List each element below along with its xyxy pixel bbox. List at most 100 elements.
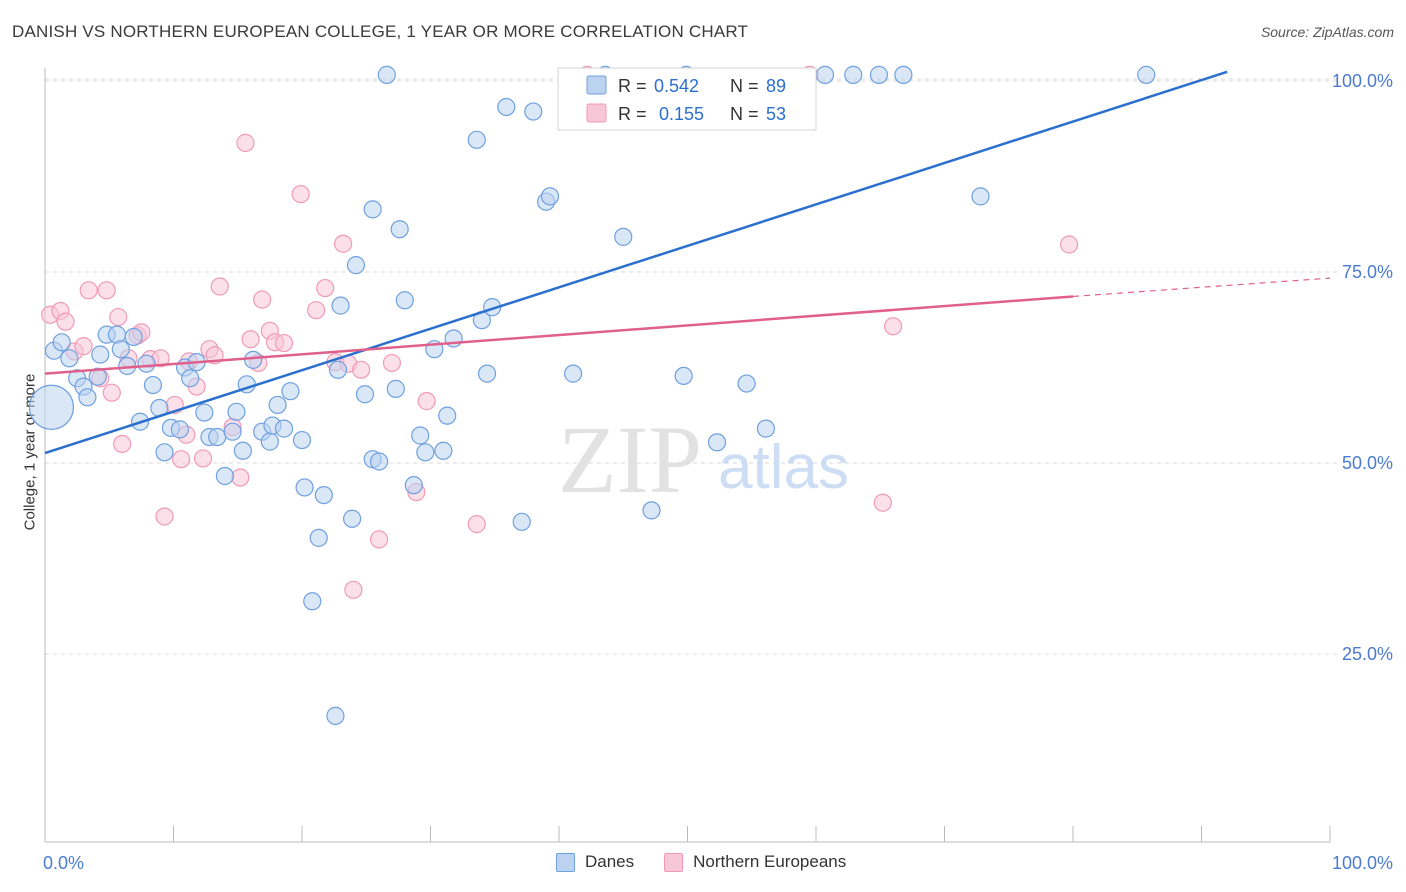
danes-point [540,187,560,206]
danes-point [28,384,75,430]
danes-point [363,200,382,219]
northern-point [334,234,353,253]
legend-label-northern: Northern Europeans [693,852,847,871]
danes-point [227,402,246,421]
danes-point [195,403,214,422]
northern-point [241,330,260,349]
trend-lines [44,70,1331,455]
danes-point [355,385,375,404]
northern-point [382,353,402,373]
danes-point [438,406,457,425]
danes-point [331,296,350,315]
legend-r-label-1: R = [618,76,647,96]
danes-point [343,509,362,528]
danes-point [737,374,756,393]
danes-point [295,478,314,497]
danes-point [233,441,252,460]
danes-point [524,102,543,121]
danes-point [434,441,453,460]
northern-point [417,392,436,411]
y-tick-label: 25.0% [1342,644,1393,664]
danes-point [314,485,333,505]
northern-point [370,530,389,549]
danes-point [292,430,312,450]
danes-point [756,419,775,438]
danes-point [260,432,279,451]
danes-point [208,427,227,447]
danes-point [497,97,516,117]
danes-point [512,512,531,531]
legend-n-value-1: 89 [766,76,786,96]
northern-point [79,281,98,300]
x-tick-label-end: 100.0% [1332,853,1393,873]
legend-n-value-2: 53 [766,104,786,124]
danes-point [477,364,497,383]
legend-n-label-1: N = [730,76,759,96]
danes-point [370,452,389,471]
danes-point [894,65,913,84]
x-tick-label-start: 0.0% [43,853,84,873]
watermark-atlas: atlas [718,433,849,502]
danes-point [181,369,200,388]
legend-label-danes: Danes [585,852,635,871]
danes-point [707,433,727,452]
northern-point [74,337,93,356]
northern-point [291,184,310,204]
danes-point [642,501,661,520]
legend-swatch-northern [586,103,607,123]
northern-point [236,133,255,152]
danes-point [60,349,79,368]
danes-point [303,592,322,611]
northern-point [883,317,903,336]
legend-item-northern[interactable]: Northern Europeans [664,852,846,872]
danes-point [274,419,294,438]
legend-r-value-1: 0.542 [654,76,699,96]
danes-point [971,187,990,206]
northern-points [41,65,1079,599]
bottom-legend: Danes Northern Europeans [556,852,876,872]
danes-point [467,130,486,149]
source-label: Source: ZipAtlas.com [1260,24,1394,40]
danes-point [309,528,328,547]
northern-point [467,515,486,534]
northern-point [274,333,294,353]
northern-trend-line [44,295,1074,375]
danes-point [215,466,234,486]
danes-point [416,443,435,462]
watermark-zip: ZIP [558,406,702,513]
northern-point [307,301,326,320]
danes-points [28,65,1156,725]
danes-point [91,345,110,364]
northern-point [873,493,892,512]
danes-point [143,375,163,395]
northern-point [316,278,335,298]
y-tick-label: 75.0% [1342,262,1393,282]
danes-point [377,65,396,84]
danes-point [281,382,300,401]
northern-point [155,507,174,526]
northern-point [112,434,132,453]
legend-item-danes[interactable]: Danes [556,852,634,872]
danes-point [326,706,345,725]
danes-point [124,327,143,347]
danes-point [346,256,366,275]
danes-trend-line [44,70,1228,455]
danes-point [614,227,633,246]
legend-r-label-2: R = [618,104,647,124]
danes-point [155,443,174,462]
danes-point [386,379,405,398]
legend-n-label-2: N = [730,104,759,124]
northern-point [231,468,250,487]
danes-point [328,360,348,379]
northern-point [352,360,371,379]
danes-point [815,65,835,84]
chart-title: DANISH VS NORTHERN EUROPEAN COLLEGE, 1 Y… [12,22,749,41]
danes-point [564,364,583,383]
northern-point [344,580,363,599]
northern-point [102,383,121,402]
danes-point [111,340,130,359]
legend-swatch-danes-bottom [556,852,575,872]
northern-point [56,312,75,331]
northern-point [109,307,128,327]
